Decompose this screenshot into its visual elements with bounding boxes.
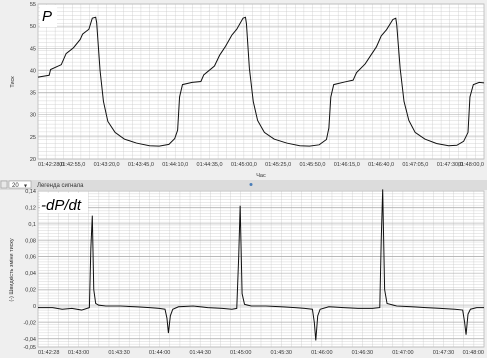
y-tick-label: 50 (30, 24, 36, 30)
pressure-grid (38, 3, 484, 160)
y-tick-label: -0,04 (23, 337, 36, 343)
x-tick-label: 01:46:30 (352, 350, 373, 356)
x-tick-label: 01:45:25,0 (265, 162, 291, 168)
derivative-x-ticks: 01:42:28 01:43:00 01:43:30 01:44:00 01:44:30… (38, 350, 484, 356)
x-tick-label: 01:43:45,0 (128, 162, 154, 168)
pressure-series-line (37, 16, 485, 147)
x-tick-label: 01:45:30 (271, 350, 292, 356)
x-tick-label: 01:45:00,0 (231, 162, 257, 168)
y-tick-label: 0,14 (25, 189, 36, 195)
pressure-panel-label-box (40, 5, 57, 27)
x-tick-label: 01:42:28 (38, 350, 59, 356)
y-tick-label: 0 (33, 304, 36, 310)
x-tick-label: 01:45:00 (230, 350, 251, 356)
toolbar-zoom-control[interactable] (8, 180, 32, 189)
x-tick-label: 01:44:35,0 (197, 162, 223, 168)
x-tick-label: 01:43:30 (108, 350, 129, 356)
y-tick-label: 35 (30, 91, 36, 97)
x-tick-label: 01:47:00 (392, 350, 413, 356)
x-tick-label: 01:47:05,0 (402, 162, 428, 168)
x-tick-label: 01:48:00,0 (458, 162, 484, 168)
y-tick-label: -0,02 (23, 320, 36, 326)
x-tick-label: 01:43:20,0 (94, 162, 120, 168)
x-tick-label: 01:46:15,0 (334, 162, 360, 168)
derivative-y-axis-title: (-) Швидкість зміни тиску (9, 238, 15, 302)
x-tick-label: 01:44:10,0 (162, 162, 188, 168)
toolbar-background (0, 180, 487, 190)
y-tick-label: 40 (30, 68, 36, 74)
y-tick-label: 0,02 (25, 288, 36, 294)
toolbar-grid-toggle[interactable] (0, 180, 8, 189)
y-tick-label: 0,06 (25, 255, 36, 261)
derivative-plot-frame (37, 190, 485, 348)
y-tick-label: 55 (30, 2, 36, 8)
x-tick-label: 01:46:00 (311, 350, 332, 356)
pressure-y-ticks: 20 25 30 35 40 45 50 55 (30, 2, 36, 163)
toolbar-zoom-value: 20 (12, 183, 19, 189)
y-tick-label: 0,08 (25, 238, 36, 244)
x-tick-label: 01:46:40,0 (368, 162, 394, 168)
derivative-panel: -0,05 -0,04 -0,02 0 0,02 0,04 0,06 0,08 0,1 0,12 0… (0, 189, 487, 358)
y-tick-label: 30 (30, 113, 36, 119)
y-tick-label: -0,05 (23, 345, 36, 351)
derivative-y-ticks: -0,05 -0,04 -0,02 0 0,02 0,04 0,06 0,08 0,1 0,12 0… (23, 189, 36, 351)
derivative-series-line (38, 189, 484, 341)
x-tick-label: 01:44:30 (189, 350, 210, 356)
x-tick-label: 01:48:00 (463, 350, 484, 356)
toolbar-legend-label: Легенда сигнала (37, 183, 84, 189)
derivative-grid (38, 190, 484, 348)
x-tick-label: 01:42:55,0 (59, 162, 85, 168)
x-tick-label: 01:45:50,0 (299, 162, 325, 168)
y-tick-label: 45 (30, 46, 36, 52)
panel-splitter-handle[interactable] (249, 183, 253, 186)
x-tick-label: 01:42:28,0 (38, 162, 64, 168)
x-tick-label: 01:47:30 (433, 350, 454, 356)
y-tick-label: 0,12 (25, 205, 36, 211)
pressure-x-axis-title: Час (256, 173, 266, 179)
derivative-panel-label: -dP/dt (41, 197, 82, 214)
chevron-down-icon: ▾ (24, 184, 27, 190)
pressure-plot-frame (37, 3, 485, 160)
x-tick-label: 01:44:00 (149, 350, 170, 356)
signal-toolbar: 20 ▾ Легенда сигнала (0, 180, 487, 190)
x-tick-label: 01:43:00 (68, 350, 89, 356)
derivative-panel-label-box (40, 193, 88, 213)
pressure-y-axis-title: Тиск (10, 76, 16, 88)
y-tick-label: 0,1 (28, 222, 36, 228)
x-tick-label: 01:47:30,0 (437, 162, 463, 168)
y-tick-label: 25 (30, 135, 36, 141)
pressure-panel-label: P (42, 8, 52, 25)
y-tick-label: 0,04 (25, 271, 36, 277)
pressure-x-ticks: 01:42:28,001:42:55,0 01:43:20,0 01:43:45,0… (38, 162, 484, 168)
y-tick-label: 20 (30, 157, 36, 163)
